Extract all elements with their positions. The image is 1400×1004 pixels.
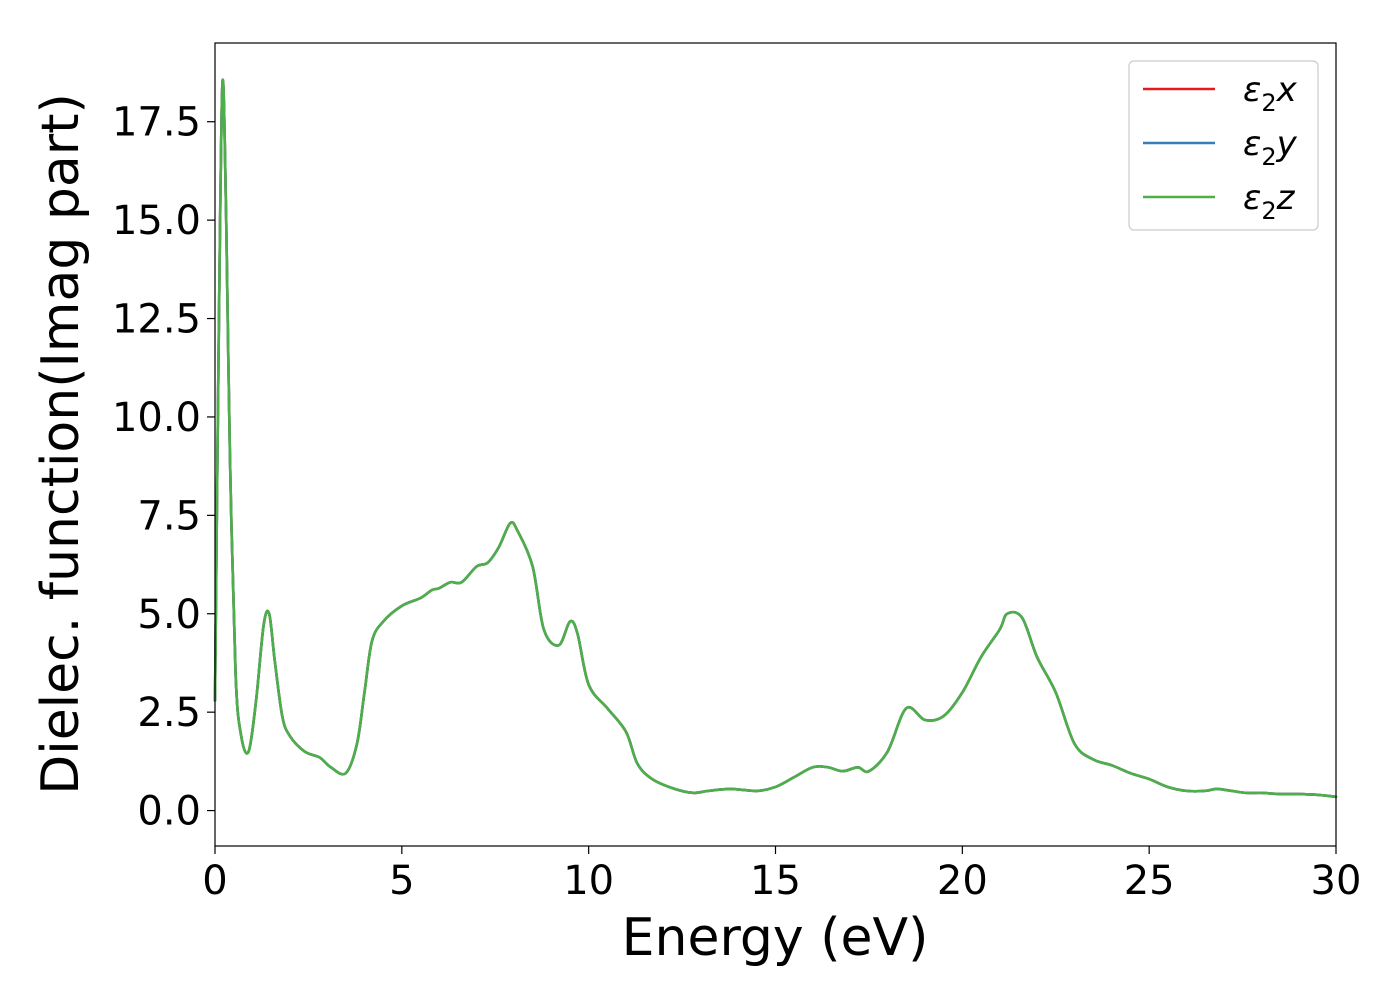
legend: ε2x ε2y ε2z bbox=[1128, 60, 1319, 231]
y-axis-label: Dielec. function(Imag part) bbox=[31, 93, 91, 795]
y-tick-label: 17.5 bbox=[112, 100, 201, 146]
x-tick-label: 30 bbox=[1311, 858, 1362, 904]
x-tick-label: 25 bbox=[1124, 858, 1175, 904]
x-tick-label: 20 bbox=[937, 858, 988, 904]
x-tick-label: 5 bbox=[389, 858, 414, 904]
x-axis-label: Energy (eV) bbox=[622, 908, 929, 968]
x-tick-label: 15 bbox=[750, 858, 801, 904]
legend-box bbox=[1128, 60, 1319, 231]
x-axis-ticks: 0 5 10 15 20 25 30 bbox=[202, 846, 1361, 904]
legend-label-y: ε2y bbox=[1243, 124, 1298, 171]
x-tick-label: 10 bbox=[563, 858, 614, 904]
y-tick-label: 2.5 bbox=[137, 690, 201, 736]
x-tick-label: 0 bbox=[202, 858, 227, 904]
legend-label-z: ε2z bbox=[1243, 178, 1296, 225]
y-tick-label: 15.0 bbox=[112, 198, 201, 244]
y-tick-label: 5.0 bbox=[137, 592, 201, 638]
y-tick-label: 7.5 bbox=[137, 493, 201, 539]
legend-label-x: ε2x bbox=[1243, 70, 1298, 117]
series-layer bbox=[213, 78, 1338, 799]
y-tick-label: 10.0 bbox=[112, 395, 201, 441]
y-axis-ticks: 0.0 2.5 5.0 7.5 10.0 12.5 15.0 17.5 bbox=[112, 100, 215, 835]
y-tick-label: 12.5 bbox=[112, 297, 201, 343]
series-line-z bbox=[213, 78, 1338, 799]
legend-items: ε2x ε2y ε2z bbox=[1143, 70, 1298, 225]
y-tick-label: 0.0 bbox=[137, 789, 201, 835]
